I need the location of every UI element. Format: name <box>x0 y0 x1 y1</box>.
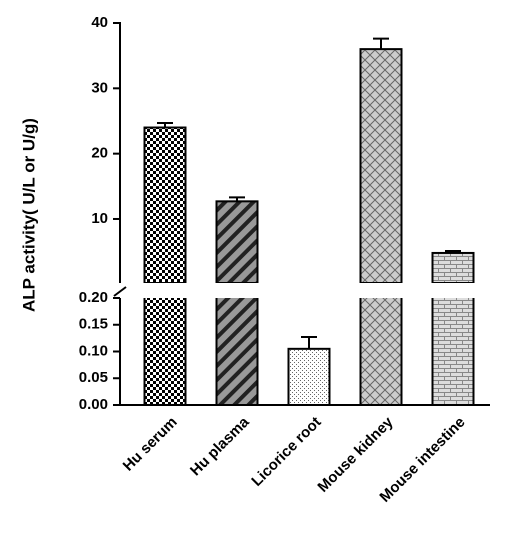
x-tick-label: Hu serum <box>120 414 181 475</box>
bar <box>215 200 259 283</box>
error-bar <box>373 37 389 50</box>
bar <box>215 298 259 405</box>
x-tick-label: Mouse kidney <box>314 413 397 496</box>
y-tick-label: 0.15 <box>79 316 108 333</box>
y-tick-label: 0.00 <box>79 396 108 413</box>
error-bar <box>445 249 461 253</box>
y-tick-label: 20 <box>91 145 108 162</box>
bar <box>431 298 475 405</box>
y-tick-label: 0.10 <box>79 342 108 359</box>
bar <box>287 347 331 405</box>
bar <box>143 298 187 405</box>
error-bar <box>301 336 317 349</box>
y-tick-label: 10 <box>91 210 108 227</box>
bar <box>359 48 403 283</box>
x-tick-label: Hu plasma <box>187 413 253 479</box>
error-bar <box>229 196 245 202</box>
y-tick-label: 0.20 <box>79 289 108 306</box>
bar <box>143 126 187 283</box>
error-bar <box>157 121 173 128</box>
y-tick-label: 30 <box>91 79 108 96</box>
bar <box>359 298 403 405</box>
y-tick-label: 40 <box>91 14 108 31</box>
y-tick-label: 0.05 <box>79 369 108 386</box>
bar <box>431 251 475 283</box>
x-tick-label: Licorice root <box>248 414 324 490</box>
y-axis-label: ALP activity( U/L or U/g) <box>19 118 38 312</box>
